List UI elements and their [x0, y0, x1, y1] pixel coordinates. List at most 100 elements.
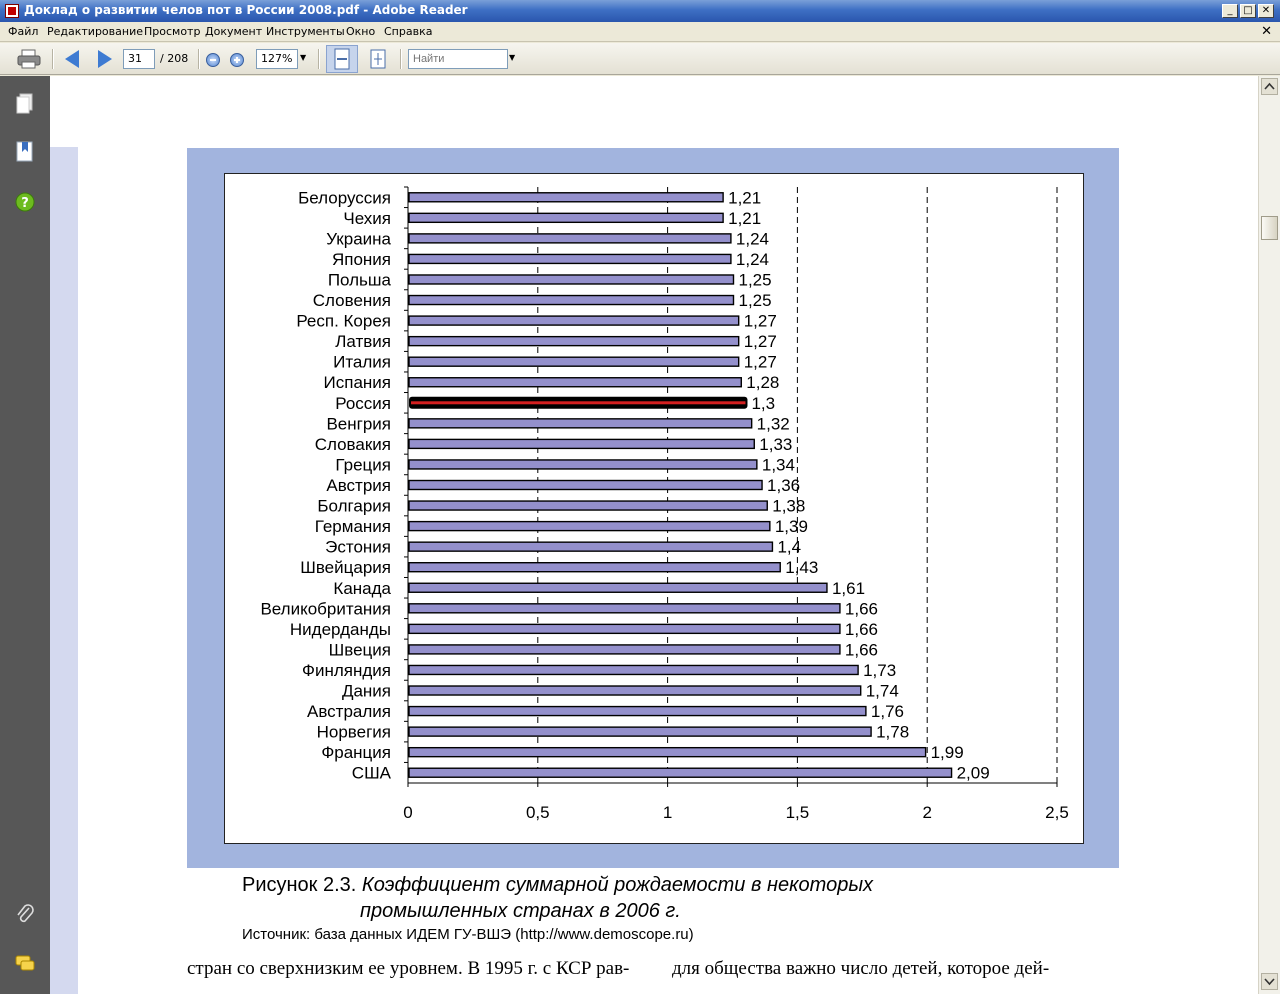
- data-label: 1,43: [785, 558, 818, 577]
- fit-page-button[interactable]: [366, 48, 392, 70]
- page-total: / 208: [160, 52, 189, 65]
- search-dropdown-icon[interactable]: ▼: [509, 53, 516, 62]
- menu-help[interactable]: Справка: [384, 25, 433, 38]
- print-button[interactable]: [16, 48, 42, 70]
- fit-width-button[interactable]: [326, 45, 358, 73]
- bar: [408, 685, 862, 696]
- fit-page-icon: [370, 49, 386, 69]
- arrow-left-icon: [65, 50, 79, 68]
- category-label: Франция: [321, 743, 391, 762]
- scroll-down-button[interactable]: [1261, 973, 1278, 990]
- bar-russia: [411, 401, 746, 405]
- menu-window[interactable]: Окно: [346, 25, 376, 38]
- bar: [408, 459, 758, 470]
- data-label: 1,27: [744, 353, 777, 372]
- svg-text:?: ?: [21, 196, 29, 211]
- comments-button[interactable]: [14, 952, 36, 976]
- category-label: Великобритания: [260, 599, 391, 618]
- bar: [408, 623, 841, 635]
- menu-tools[interactable]: Инструменты: [266, 25, 345, 38]
- help-icon: ?: [15, 192, 35, 212]
- category-label: Дания: [342, 682, 391, 701]
- help-button[interactable]: ?: [14, 190, 36, 214]
- toolbar-separator: [52, 49, 53, 69]
- close-button[interactable]: ✕: [1258, 4, 1274, 18]
- figure-label: Рисунок 2.3.: [242, 874, 357, 896]
- navigation-panel: ?: [0, 76, 50, 994]
- bar: [408, 212, 724, 224]
- bar: [408, 377, 742, 388]
- figure-caption: Рисунок 2.3. Коэффициент суммарной рожда…: [242, 874, 873, 897]
- page-number-input[interactable]: 31: [123, 49, 155, 69]
- body-text-left: стран со сверхнизким ее уровнем. В 1995 …: [187, 958, 630, 979]
- data-label: 1,66: [845, 640, 878, 659]
- scroll-up-button[interactable]: [1261, 78, 1278, 95]
- data-label: 1,73: [863, 661, 896, 680]
- scroll-thumb[interactable]: [1261, 216, 1278, 240]
- zoom-out-icon[interactable]: [206, 53, 220, 67]
- document-close-icon[interactable]: ✕: [1261, 24, 1272, 39]
- category-label: Финляндия: [302, 661, 391, 680]
- chart-frame: 0 0,5 1 1,5 2 2,5 Белоруссия 1,21 Чехия 1,21 Украи…: [224, 173, 1084, 844]
- pages-panel-button[interactable]: [14, 92, 36, 116]
- arrow-right-icon: [98, 50, 112, 68]
- data-label: 1,27: [744, 332, 777, 351]
- menu-edit[interactable]: Редактирование: [47, 25, 143, 38]
- toolbar-separator: [400, 49, 401, 69]
- pages-icon: [16, 93, 33, 114]
- maximize-button[interactable]: □: [1240, 4, 1256, 18]
- bar: [408, 664, 859, 676]
- previous-page-button[interactable]: [62, 48, 84, 70]
- x-tick-label: 2,5: [1045, 803, 1069, 822]
- attachments-button[interactable]: [14, 902, 36, 926]
- data-label: 1,66: [845, 599, 878, 618]
- data-label: 1,39: [775, 517, 808, 536]
- bar: [408, 562, 781, 573]
- document-view[interactable]: 0 0,5 1 1,5 2 2,5 Белоруссия 1,21 Чехия 1,21 Украи…: [50, 76, 1258, 994]
- bar: [408, 233, 732, 244]
- data-label: 1,38: [772, 497, 805, 516]
- bar: [408, 644, 841, 655]
- search-input[interactable]: [408, 49, 508, 69]
- bar: [408, 582, 828, 593]
- next-page-button[interactable]: [94, 48, 116, 70]
- data-label: 1,76: [871, 702, 904, 721]
- chevron-up-icon: [1264, 82, 1275, 90]
- x-tick-label: 1,5: [786, 803, 810, 822]
- menu-view[interactable]: Просмотр: [144, 25, 201, 38]
- bar: [408, 767, 953, 778]
- toolbar-separator: [318, 49, 319, 69]
- window-title: Доклад о развитии челов пот в России 200…: [24, 3, 468, 17]
- category-label: Латвия: [335, 332, 391, 351]
- x-tick-label: 1: [663, 803, 672, 822]
- zoom-level-field[interactable]: 127%: [256, 49, 298, 69]
- bar: [408, 192, 724, 203]
- category-label: Респ. Корея: [296, 312, 391, 331]
- data-label: 1,21: [728, 209, 761, 228]
- data-label: 1,28: [746, 373, 779, 392]
- category-label: Эстония: [325, 538, 391, 557]
- data-label: 1,99: [931, 743, 964, 762]
- menu-document[interactable]: Документ: [205, 25, 263, 38]
- zoom-dropdown-icon[interactable]: ▼: [300, 53, 307, 62]
- data-label: 1,24: [736, 250, 769, 269]
- category-label: США: [352, 764, 392, 783]
- figure-source: Источник: база данных ИДЕМ ГУ-ВШЭ (http:…: [242, 926, 694, 943]
- figure-title-line-2: промышленных странах в 2006 г.: [360, 900, 681, 922]
- category-label: Швейцария: [300, 558, 391, 577]
- data-label: 1,34: [762, 455, 795, 474]
- zoom-in-icon[interactable]: [230, 53, 244, 67]
- bar: [408, 541, 774, 552]
- bookmarks-panel-button[interactable]: [14, 140, 36, 164]
- paperclip-icon: [17, 904, 34, 923]
- minimize-button[interactable]: _: [1222, 4, 1238, 18]
- category-label: Швеция: [329, 640, 391, 659]
- bar: [408, 253, 732, 265]
- category-label: Чехия: [343, 209, 391, 228]
- data-label: 2,09: [957, 764, 990, 783]
- category-label: Норвегия: [317, 723, 391, 742]
- menu-file[interactable]: Файл: [8, 25, 39, 38]
- data-label: 1,78: [876, 723, 909, 742]
- vertical-scrollbar[interactable]: [1258, 76, 1280, 994]
- toolbar-separator: [198, 49, 199, 69]
